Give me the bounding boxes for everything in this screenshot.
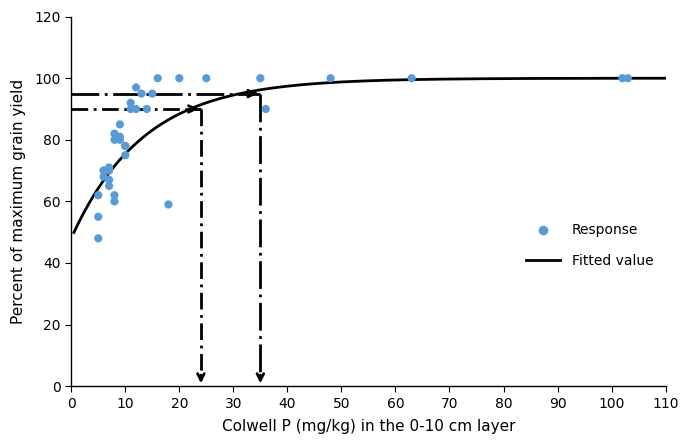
Y-axis label: Percent of maximum grain yield: Percent of maximum grain yield xyxy=(11,79,26,324)
Point xyxy=(147,90,158,97)
Point xyxy=(115,121,126,128)
Point xyxy=(92,235,104,242)
Point xyxy=(406,75,417,82)
Point xyxy=(201,75,212,82)
Point xyxy=(92,192,104,199)
Point xyxy=(260,105,271,113)
Point xyxy=(622,75,633,82)
Point xyxy=(115,136,126,143)
Point xyxy=(617,75,628,82)
Point xyxy=(120,152,131,159)
Point xyxy=(152,75,164,82)
Point xyxy=(109,136,120,143)
Point xyxy=(120,142,131,150)
Point xyxy=(125,99,136,106)
Legend: Response, Fitted value: Response, Fitted value xyxy=(520,218,659,274)
Point xyxy=(109,130,120,137)
Point xyxy=(104,167,115,174)
Point xyxy=(130,105,141,113)
Point xyxy=(109,192,120,199)
Point xyxy=(98,167,109,174)
Point xyxy=(163,201,174,208)
Point xyxy=(174,75,185,82)
Point xyxy=(115,133,126,140)
Point xyxy=(130,84,141,91)
Point xyxy=(104,176,115,183)
Point xyxy=(141,105,152,113)
Point xyxy=(98,167,109,174)
Point xyxy=(325,75,336,82)
Point xyxy=(92,213,104,220)
Point xyxy=(109,198,120,205)
Point xyxy=(136,90,147,97)
Point xyxy=(104,182,115,190)
Point xyxy=(98,173,109,180)
Point xyxy=(104,164,115,171)
X-axis label: Colwell P (mg/kg) in the 0-10 cm layer: Colwell P (mg/kg) in the 0-10 cm layer xyxy=(221,419,515,434)
Point xyxy=(255,75,266,82)
Point xyxy=(120,142,131,150)
Point xyxy=(125,105,136,113)
